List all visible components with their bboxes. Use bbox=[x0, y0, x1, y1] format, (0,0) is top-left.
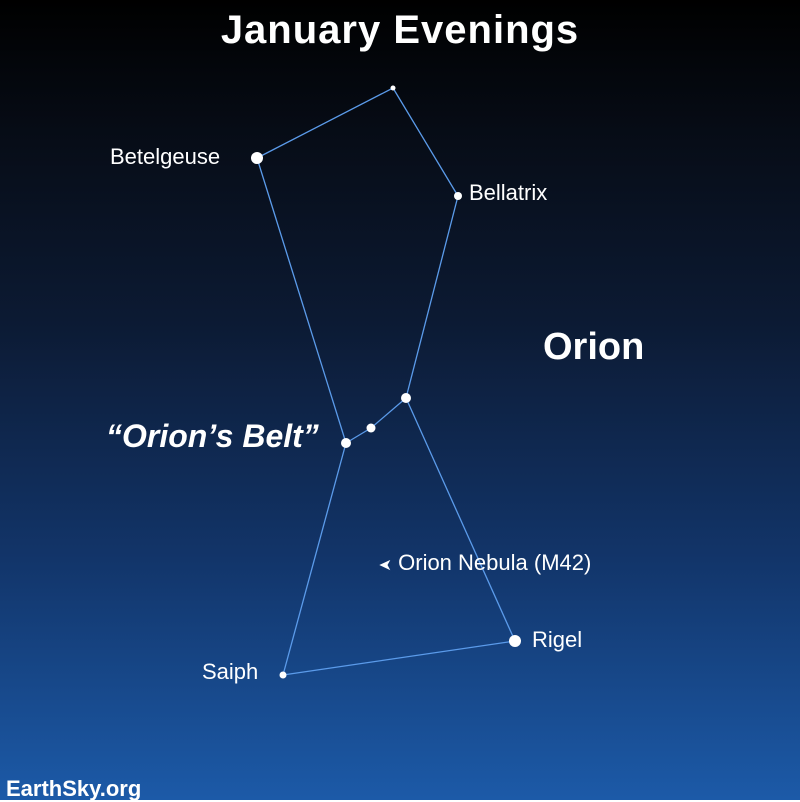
label-betelgeuse: Betelgeuse bbox=[110, 144, 221, 169]
star-meissa bbox=[390, 85, 396, 91]
line-bellatrix-belt bbox=[405, 195, 459, 399]
constellation-lines bbox=[256, 87, 516, 676]
line-saiph-rigel bbox=[282, 640, 516, 676]
label-saiph: Saiph bbox=[202, 659, 259, 684]
line-betelgeuse-belt bbox=[256, 157, 347, 444]
constellation-label: Orion bbox=[543, 326, 645, 368]
star-bellatrix bbox=[454, 192, 462, 200]
star-saiph bbox=[279, 671, 287, 679]
belt-label: “Orion’s Belt” bbox=[106, 418, 319, 454]
star-betelgeuse bbox=[251, 152, 263, 164]
pointer-icon: ➤ bbox=[378, 556, 392, 573]
line-head-bellatrix bbox=[392, 87, 459, 197]
nebula-annotation: ➤ Orion Nebula (M42) bbox=[370, 550, 592, 576]
stars bbox=[251, 85, 521, 679]
star-alnilam bbox=[366, 423, 376, 433]
star-alnitak bbox=[341, 438, 351, 448]
nebula-label: Orion Nebula (M42) bbox=[398, 550, 592, 575]
label-rigel: Rigel bbox=[532, 627, 583, 652]
line-belt-2 bbox=[370, 397, 407, 429]
chart-title: January Evenings bbox=[220, 8, 580, 52]
line-belt-saiph bbox=[282, 442, 347, 676]
star-mintaka bbox=[401, 393, 411, 403]
label-bellatrix: Bellatrix bbox=[469, 180, 548, 205]
credit-logo[interactable]: EarthSky.org bbox=[6, 776, 142, 801]
line-head-betelgeuse bbox=[256, 87, 394, 159]
line-belt-rigel bbox=[405, 397, 516, 642]
star-rigel bbox=[509, 635, 521, 647]
